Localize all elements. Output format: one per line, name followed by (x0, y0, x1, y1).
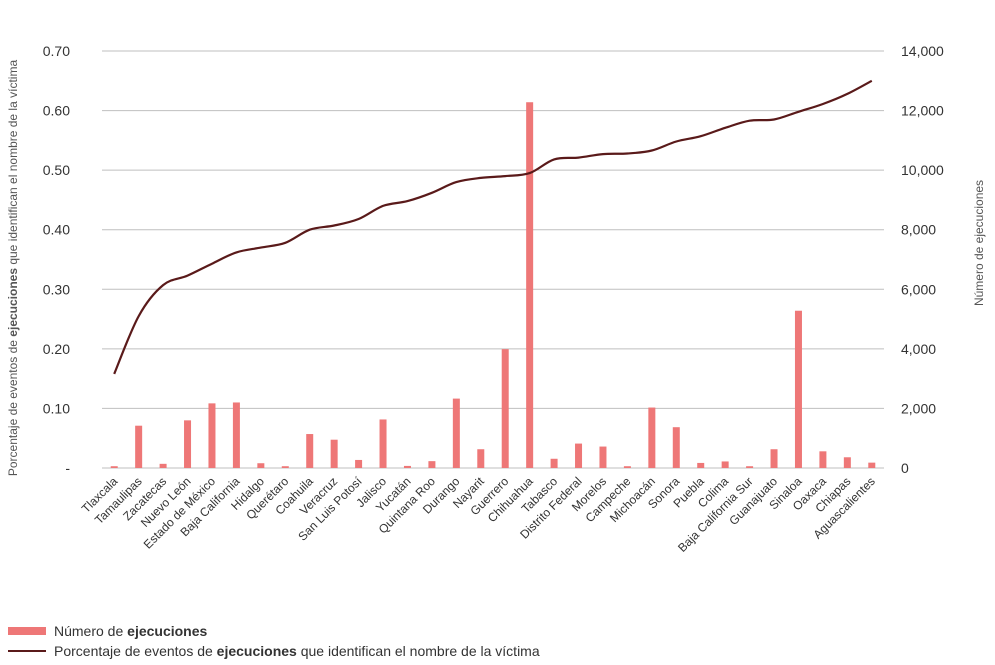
y-right-tick-label: 0 (901, 460, 909, 476)
bar (526, 102, 534, 468)
bar (184, 420, 192, 468)
y-left-axis-title: Porcentaje de eventos de ejecuciones que… (6, 60, 20, 477)
y-left-tick-label: 0.50 (43, 162, 70, 178)
bar (428, 461, 436, 468)
bar (306, 434, 314, 468)
bar (232, 402, 240, 468)
bar (550, 458, 558, 468)
y-left-tick-label: 0.20 (43, 341, 70, 357)
legend-item-bar: Número de ejecuciones (8, 623, 207, 639)
bar (623, 466, 631, 468)
bar (110, 466, 118, 468)
bar (208, 403, 216, 468)
legend-swatch-line (8, 650, 46, 652)
y-right-tick-label: 2,000 (901, 400, 936, 416)
y-right-tick-label: 8,000 (901, 222, 936, 238)
bar (257, 463, 265, 468)
line-series (113, 79, 873, 375)
bar (575, 443, 583, 468)
bar (403, 465, 411, 468)
y-right-tick-label: 6,000 (901, 281, 936, 297)
y-right-tick-label: 10,000 (901, 162, 944, 178)
y-left-tick-label: 0.60 (43, 103, 70, 119)
bar (135, 425, 143, 468)
bar (159, 463, 167, 468)
y-right-tick-label: 14,000 (901, 43, 944, 59)
y-left-tick-label: 0.30 (43, 281, 70, 297)
y-right-tick-label: 12,000 (901, 103, 944, 119)
bar (281, 466, 289, 468)
bar (501, 349, 509, 468)
bar (746, 466, 754, 468)
y-right-axis-title: Número de ejecuciones (972, 180, 986, 306)
legend-swatch-bar (8, 627, 46, 635)
bar (599, 446, 607, 468)
bar (697, 462, 705, 468)
bar (452, 398, 460, 468)
y-left-tick-label: 0.40 (43, 222, 70, 238)
bar (672, 427, 680, 468)
bar (330, 439, 338, 468)
bar (794, 310, 802, 468)
legend-item-line: Porcentaje de eventos de ejecuciones que… (8, 643, 540, 659)
y-left-tick-label: 0.10 (43, 400, 70, 416)
bar (379, 419, 387, 468)
legend-label-bar: Número de ejecuciones (54, 623, 208, 639)
bar (355, 459, 363, 468)
legend-label-line: Porcentaje de eventos de ejecuciones que… (54, 643, 540, 659)
y-right-tick-label: 4,000 (901, 341, 936, 357)
y-left-tick-label: 0.70 (43, 43, 70, 59)
bar (868, 462, 876, 468)
y-left-tick-label: - (65, 460, 70, 476)
bar (819, 451, 827, 468)
bar (477, 449, 485, 468)
bar (770, 449, 778, 468)
bar (648, 407, 656, 468)
bar (721, 461, 729, 468)
bar (843, 457, 851, 468)
